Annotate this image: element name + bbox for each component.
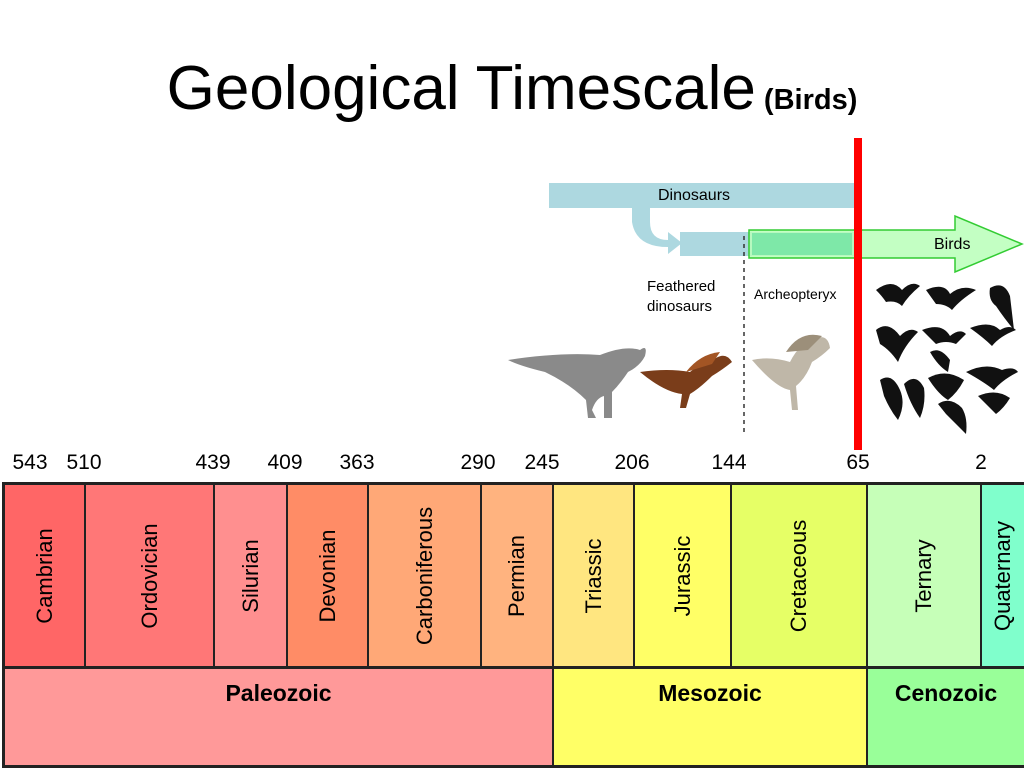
archeopteryx-image [752, 334, 830, 410]
lineage-diagram [508, 138, 1024, 450]
title-subtitle: (Birds) [763, 84, 858, 116]
tick-label: 543 [12, 451, 48, 474]
tick-label: 144 [711, 451, 747, 474]
birds-label: Birds [934, 236, 971, 253]
feathered-dinosaurs-label-line2: dinosaurs [647, 298, 713, 315]
period-quaternary: Quaternary [982, 484, 1024, 667]
birds-arrow [748, 214, 1024, 274]
bird-silhouettes [876, 283, 1018, 434]
tick-label: 245 [524, 451, 560, 474]
title-main: Geological Timescale [166, 54, 756, 123]
period-permian: Permian [482, 484, 554, 667]
period-cambrian: Cambrian [5, 484, 86, 667]
tick-label: 206 [614, 451, 650, 474]
feathered-dinosaurs-label-line1: Feathered [647, 278, 716, 295]
period-label: Ternary [911, 538, 936, 613]
era-paleozoic: Paleozoic [5, 668, 554, 768]
period-label: Jurassic [669, 535, 695, 616]
period-jurassic: Jurassic [635, 484, 732, 667]
theropod-dinosaur-image [508, 348, 646, 418]
birds-overlap-segment [752, 233, 852, 255]
period-label: Carboniferous [411, 506, 437, 645]
period-cretaceous: Cretaceous [732, 484, 868, 667]
period-label: Ordovician [136, 522, 162, 629]
dinosaurs-label: Dinosaurs [658, 187, 731, 204]
period-label: Triassic [580, 538, 606, 613]
tick-label: 290 [460, 451, 496, 474]
period-label: Devonian [314, 529, 340, 622]
period-label: Permian [504, 534, 529, 617]
tick-label: 65 [846, 451, 870, 474]
feathered-dinosaur-image [640, 352, 732, 408]
era-label: Paleozoic [225, 680, 332, 706]
period-triassic: Triassic [554, 484, 635, 667]
page-title: Geological Timescale (Birds) [0, 58, 1024, 120]
period-label: Cambrian [31, 527, 57, 624]
period-ternary: Ternary [868, 484, 982, 667]
period-silurian: Silurian [215, 484, 288, 667]
dinosaurs-bar [549, 183, 857, 208]
period-label: Cretaceous [786, 519, 811, 632]
era-mesozoic: Mesozoic [554, 668, 868, 768]
period-devonian: Devonian [288, 484, 369, 667]
period-label: Silurian [237, 538, 263, 613]
era-label: Mesozoic [658, 680, 762, 706]
era-cenozoic: Cenozoic [868, 668, 1024, 768]
branch-arrow [632, 208, 682, 254]
extinction-line [854, 138, 862, 450]
tick-label: 409 [267, 451, 303, 474]
era-label: Cenozoic [894, 680, 998, 706]
archeopteryx-label: Archeopteryx [754, 286, 837, 302]
period-carboniferous: Carboniferous [369, 484, 482, 667]
tick-label: 510 [66, 451, 102, 474]
period-ordovician: Ordovician [86, 484, 215, 667]
period-label: Quaternary [990, 520, 1015, 631]
tick-label: 439 [195, 451, 231, 474]
tick-label: 2 [975, 451, 987, 474]
era-divider-line [2, 666, 1024, 669]
tick-label: 363 [339, 451, 375, 474]
